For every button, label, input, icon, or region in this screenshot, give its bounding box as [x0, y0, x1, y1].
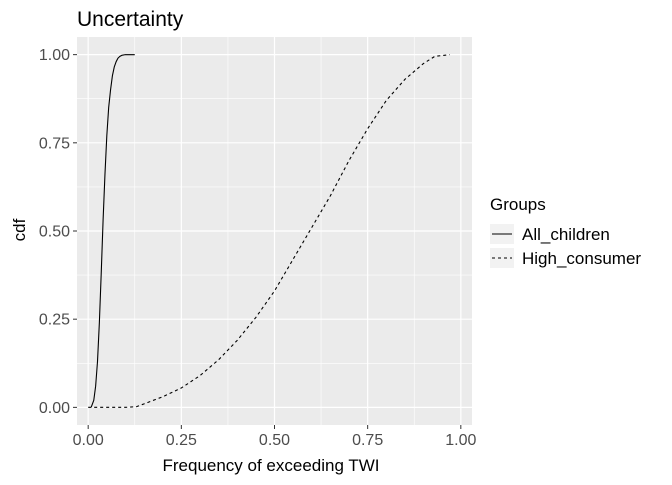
- x-tick-label: 0.00: [73, 432, 104, 449]
- y-tick-label: 0.50: [39, 224, 70, 241]
- series-line-all-children: [90, 54, 135, 408]
- grid-major-lines: [77, 37, 472, 425]
- x-axis: 0.00 0.25 0.50 0.75 1.00: [73, 425, 476, 449]
- y-tick-label: 0.00: [39, 400, 70, 417]
- legend: Groups All_children High_consumer: [490, 195, 641, 268]
- x-tick-label: 0.25: [166, 432, 197, 449]
- y-axis: 0.00 0.25 0.50 0.75 1.00: [39, 47, 77, 417]
- x-tick-label: 1.00: [445, 432, 476, 449]
- legend-title: Groups: [490, 195, 546, 214]
- x-tick-label: 0.50: [259, 432, 290, 449]
- y-tick-label: 0.75: [39, 135, 70, 152]
- y-tick-label: 0.25: [39, 312, 70, 329]
- x-axis-title: Frequency of exceeding TWI: [162, 456, 379, 475]
- legend-label-all-children: All_children: [522, 225, 610, 244]
- x-tick-label: 0.75: [352, 432, 383, 449]
- series-layer: [88, 54, 450, 408]
- chart-title: Uncertainty: [77, 8, 184, 31]
- series-line-high-consumer: [88, 54, 450, 408]
- y-tick-label: 1.00: [39, 47, 70, 64]
- legend-key-bg-high-consumer: [490, 248, 514, 268]
- y-axis-title: cdf: [10, 218, 29, 241]
- legend-label-high-consumer: High_consumer: [522, 249, 641, 268]
